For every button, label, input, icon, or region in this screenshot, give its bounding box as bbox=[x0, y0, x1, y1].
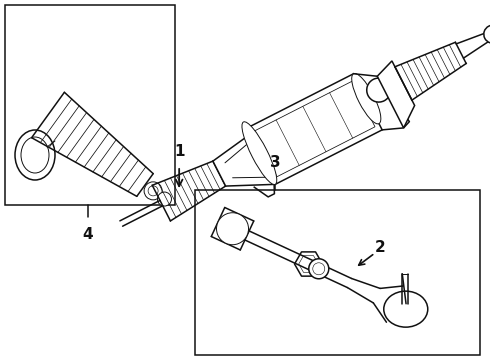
Ellipse shape bbox=[384, 291, 428, 327]
Ellipse shape bbox=[15, 130, 55, 180]
Ellipse shape bbox=[367, 78, 391, 102]
Ellipse shape bbox=[144, 182, 162, 200]
Polygon shape bbox=[377, 61, 415, 128]
Polygon shape bbox=[254, 81, 375, 177]
Text: 3: 3 bbox=[270, 155, 280, 170]
Text: 4: 4 bbox=[83, 227, 93, 242]
Ellipse shape bbox=[352, 73, 381, 124]
Bar bbox=[195, 190, 480, 355]
Ellipse shape bbox=[148, 186, 158, 196]
Ellipse shape bbox=[309, 259, 329, 279]
Ellipse shape bbox=[217, 213, 248, 245]
Polygon shape bbox=[246, 74, 382, 184]
Polygon shape bbox=[213, 134, 275, 186]
Ellipse shape bbox=[21, 137, 49, 173]
Text: 1: 1 bbox=[174, 144, 184, 159]
Ellipse shape bbox=[484, 25, 490, 43]
Text: 2: 2 bbox=[375, 240, 385, 256]
Ellipse shape bbox=[313, 263, 325, 275]
Ellipse shape bbox=[242, 122, 277, 185]
Ellipse shape bbox=[157, 192, 171, 206]
Bar bbox=[5, 5, 175, 205]
